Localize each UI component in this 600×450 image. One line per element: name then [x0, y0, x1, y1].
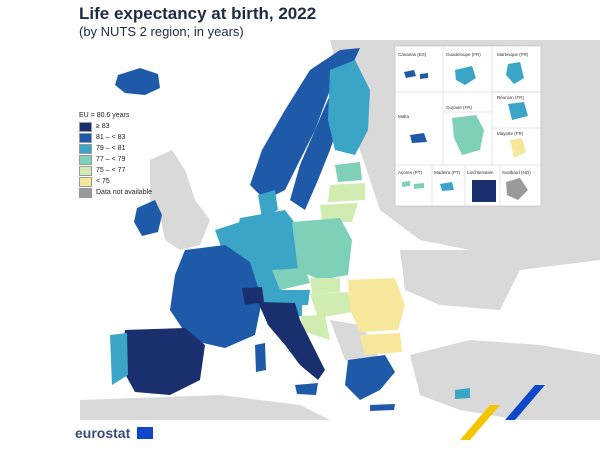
lithuania-region: [320, 203, 358, 222]
inset-label-acores: Açores (PT): [398, 170, 423, 175]
spain-region: [120, 328, 205, 395]
estonia-region: [335, 162, 362, 182]
inset-label-mayotte: Mayotte (FR): [497, 131, 524, 136]
denmark-region: [258, 190, 278, 218]
liechtenstein-region: [472, 180, 496, 202]
legend-label: 79 – < 81: [96, 145, 126, 152]
legend-label: 81 – < 83: [96, 134, 126, 141]
legend-item: 77 – < 79: [79, 154, 152, 165]
eurostat-logo: eurostat: [75, 425, 131, 441]
legend-swatch: [79, 154, 92, 165]
legend-item: < 75: [79, 176, 152, 187]
legend-item: 79 – < 81: [79, 143, 152, 154]
poland-region: [292, 218, 352, 280]
turkey-shape: [410, 340, 600, 420]
inset-label-guyane: Guyane (FR): [446, 105, 473, 110]
legend-swatch: [79, 187, 92, 198]
legend-swatch: [79, 121, 92, 132]
finland-region: [328, 60, 370, 155]
legend-swatch: [79, 132, 92, 143]
page-title: Life expectancy at birth, 2022: [79, 4, 317, 23]
page-subtitle: (by NUTS 2 region; in years): [79, 24, 244, 39]
inset-label-reunion: Réunion (FR): [497, 95, 525, 100]
latvia-region: [328, 183, 365, 202]
crete-region: [370, 404, 395, 411]
inset-label-malta: Malta: [398, 114, 410, 119]
switzerland-region: [242, 287, 264, 305]
legend-swatch: [79, 143, 92, 154]
legend-swatch: [79, 165, 92, 176]
madeira-region: [440, 182, 454, 191]
legend-item: Data not available: [79, 187, 152, 198]
legend-header: EU = 80.6 years: [79, 112, 130, 119]
ukraine-shape: [400, 250, 520, 310]
svalbard-region: [506, 178, 528, 200]
legend-label: ≥ 83: [96, 123, 110, 130]
inset-label-svalbard: Svalbard (NO): [502, 170, 531, 175]
legend-label: 77 – < 79: [96, 156, 126, 163]
mayotte-region: [510, 138, 526, 158]
legend-label: < 75: [96, 178, 110, 185]
eu-flag-icon: [137, 427, 153, 439]
inset-panel: Canarias (ES) Guadeloupe (FR) Martinique…: [394, 45, 542, 207]
slovakia-region: [310, 278, 340, 294]
inset-label-madeira: Madeira (PT): [434, 170, 461, 175]
sardinia-region: [255, 343, 266, 372]
bulgaria-region: [360, 333, 402, 355]
hungary-region: [310, 292, 352, 318]
greece-region: [345, 355, 395, 400]
inset-label-martinique: Martinique (FR): [497, 52, 529, 57]
reunion-region: [508, 102, 528, 120]
sicily-region: [295, 383, 318, 395]
portugal-region: [110, 333, 128, 385]
legend-label: 75 – < 77: [96, 167, 126, 174]
italy-region: [258, 302, 325, 380]
guadeloupe-region: [455, 66, 476, 85]
inset-label-liechtenstein: Liechtenstein: [467, 170, 494, 175]
romania-region: [348, 278, 405, 332]
legend-label: Data not available: [96, 189, 153, 196]
legend-swatch: [79, 176, 92, 187]
legend-item: 81 – < 83: [79, 132, 152, 143]
acores-region: [402, 181, 424, 189]
decor-stripe-blue: [505, 385, 545, 420]
legend-item: 75 – < 77: [79, 165, 152, 176]
czechia-region: [272, 268, 310, 290]
croatia-region: [300, 315, 330, 340]
iceland-region: [115, 68, 160, 95]
uk-shape: [150, 150, 210, 250]
martinique-region: [506, 62, 524, 84]
malta-region: [410, 133, 427, 143]
canarias-region: [404, 70, 428, 79]
map-legend: EU = 80.6 years ≥ 83 81 – < 83 79 – < 81…: [79, 112, 152, 198]
inset-label-guadeloupe: Guadeloupe (FR): [446, 52, 481, 57]
ireland-region: [134, 200, 162, 236]
inset-label-canarias: Canarias (ES): [398, 52, 427, 57]
guyane-region: [452, 115, 484, 155]
cyprus-region: [455, 388, 470, 399]
decor-stripe-yellow: [460, 405, 500, 440]
north-africa-shape: [80, 395, 330, 420]
legend-item: ≥ 83: [79, 121, 152, 132]
france-region: [170, 245, 262, 348]
